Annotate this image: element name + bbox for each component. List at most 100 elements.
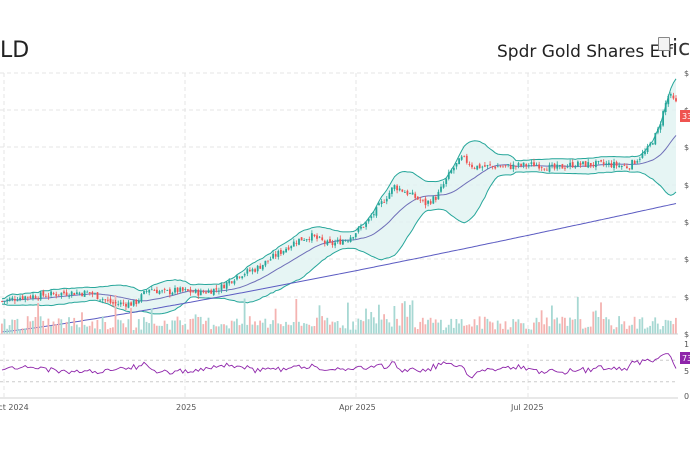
candle-body [354,233,357,238]
volume-bar [450,318,453,334]
volume-bar [277,323,280,334]
volume-bar [641,317,644,334]
volume-bar [398,325,401,334]
candle-body [153,290,156,291]
volume-bar [34,317,37,334]
candle-body [507,164,509,166]
volume-bar [264,318,267,334]
candle-body [463,155,466,157]
volume-bar [148,323,150,334]
candle-body [192,291,194,293]
volume-bar [370,312,373,334]
candle-body [365,222,367,227]
volume-bar [174,320,176,334]
candle-body [308,239,311,240]
candle-body [669,94,672,96]
candle-body [321,237,324,240]
volume-bar [584,327,587,334]
candle-body [406,190,409,195]
volume-bar [179,320,181,334]
volume-bar [662,326,664,334]
volume-bar [220,324,223,334]
volume-bar [63,328,65,334]
candle-body [574,166,577,168]
candle-body [592,164,595,166]
volume-bar [421,317,424,334]
candle-body [553,163,556,169]
candle-body [347,240,349,242]
volume-bar [106,329,109,334]
price-tick-label: $ [684,143,689,152]
candle-body [608,162,610,165]
volume-bar [566,325,569,334]
volume-bar [432,322,435,334]
price-tick-label: $ [684,181,689,190]
volume-bar [644,328,646,334]
volume-bar [37,302,39,334]
volume-bar [646,327,649,334]
volume-bar [372,317,375,334]
volume-bar [117,319,119,334]
candle-body [277,250,280,257]
volume-bar [489,321,491,334]
volume-bar [605,317,608,334]
x-tick-label: Jul 2025 [510,403,544,412]
volume-bar [367,319,370,334]
candle-body [414,193,417,198]
candle-body [504,165,507,167]
volume-bar [507,329,509,334]
x-tick-label: 2025 [176,403,196,412]
candle-body [349,237,352,242]
volume-bar [349,329,352,334]
volume-bar [354,329,357,334]
volume-bar [241,323,243,334]
candle-body [509,165,512,170]
volume-bar [651,321,654,334]
candle-body [481,166,484,168]
volume-bar [463,325,465,334]
volume-bar [496,320,499,334]
volume-bar [104,322,107,334]
volume-bar [78,327,81,334]
volume-bar [587,326,589,334]
volume-bar [13,320,16,334]
candle-body [143,291,145,294]
volume-bar [125,327,127,334]
volume-bar [571,319,574,334]
volume-bar [602,319,605,334]
candle-body [42,291,45,296]
company-logo: ico [658,36,690,61]
volume-bar [329,324,331,334]
candle-body [261,264,264,270]
volume-bar [561,316,564,334]
candle-body [450,170,453,174]
candle-body [220,284,223,290]
volume-bar [238,325,241,334]
candle-body [285,248,287,253]
volume-bar [114,295,117,334]
volume-bar [101,316,104,334]
volume-bar [380,319,383,334]
candle-body [628,168,631,170]
volume-bar [491,322,494,334]
volume-bar [176,316,179,334]
candle-body [228,280,231,284]
volume-bar [625,328,628,334]
volume-bar [473,319,476,334]
volume-bar [481,328,484,334]
volume-bar [323,320,326,334]
candle-body [579,163,582,165]
candle-body [339,238,342,245]
volume-bar [357,318,360,334]
candle-body [303,240,305,241]
volume-bar [504,321,507,334]
candle-body [68,296,70,297]
volume-bar [310,326,313,334]
candle-body [657,128,659,133]
candle-body [502,166,504,168]
candle-body [37,298,40,300]
volume-bar [659,329,662,334]
candle-body [569,162,571,166]
candle-body [47,295,50,297]
volume-bar [26,316,29,334]
